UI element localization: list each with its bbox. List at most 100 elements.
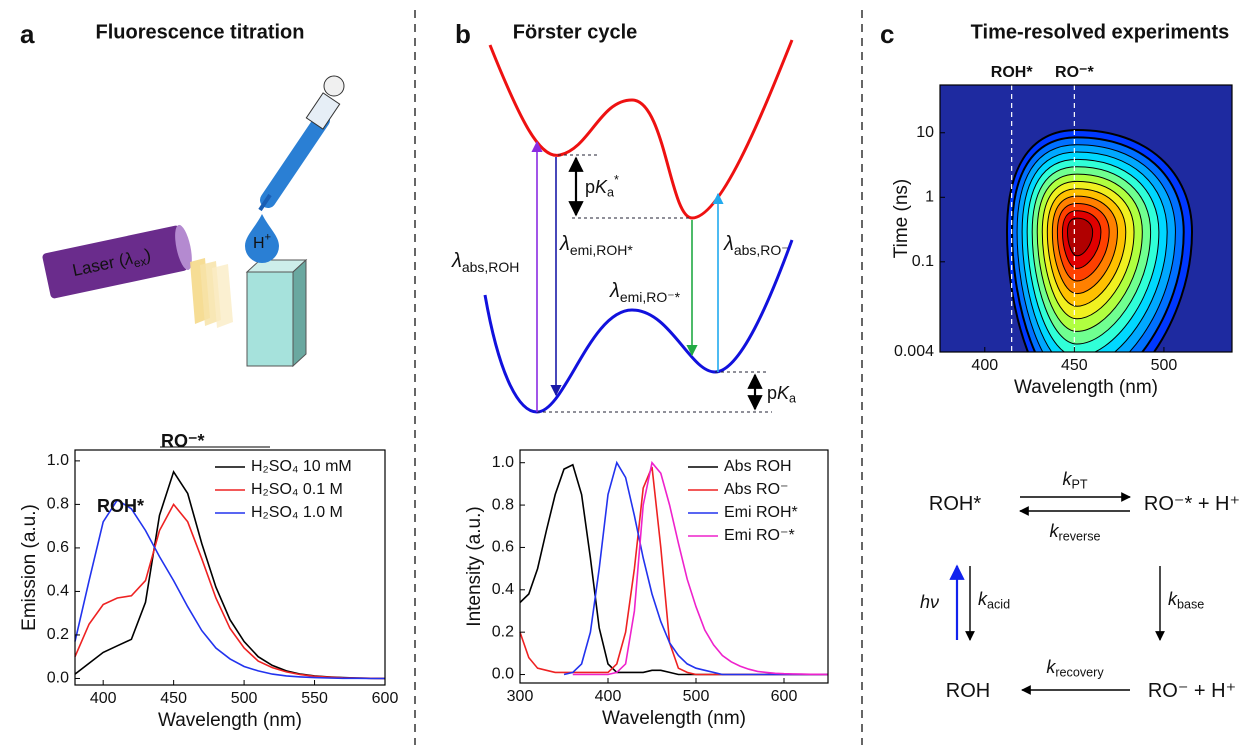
- dropper: [245, 75, 345, 263]
- panel-title: Time-resolved experiments: [971, 21, 1230, 43]
- y-tick-label: 0.4: [492, 581, 514, 598]
- label-part: RO⁻ + H⁺: [1148, 680, 1236, 702]
- x-tick-label: 600: [771, 688, 798, 705]
- transition-label: λemi,ROH*: [559, 233, 633, 257]
- label-part: k: [1046, 657, 1056, 677]
- y-tick-label: 0.2: [47, 626, 69, 643]
- label-part: +: [265, 232, 272, 244]
- y-tick-label: 0.0: [47, 670, 69, 687]
- label-part: ROH*: [929, 493, 981, 515]
- y-axis-label: Time (ns): [891, 179, 912, 259]
- plot-frame: [74, 449, 386, 686]
- plot-frame: [519, 449, 829, 684]
- label-part: p: [767, 383, 777, 403]
- label-part: λ: [723, 233, 734, 255]
- x-tick-label: 300: [507, 688, 534, 705]
- y-tick-label: 1: [925, 189, 934, 206]
- y-axis-label: Emission (a.u.): [19, 504, 40, 631]
- legend-label: H₂SO₄ 10 mM: [251, 458, 352, 475]
- label-part: abs,ROH: [462, 259, 520, 275]
- ground-state-curve: [483, 239, 794, 414]
- legend-label: Abs RO⁻: [724, 481, 788, 498]
- label-part: ): [143, 245, 152, 265]
- contour-level: [1066, 217, 1094, 257]
- label-part: k: [1168, 589, 1178, 609]
- x-tick-label: 450: [160, 690, 187, 707]
- label-part: k: [1050, 521, 1060, 541]
- y-tick-label: 0.8: [47, 496, 69, 513]
- x-tick-label: 450: [1061, 357, 1088, 374]
- legend-label: Emi RO⁻*: [724, 527, 795, 544]
- panel-label: c: [880, 19, 894, 49]
- legend-label: Abs ROH: [724, 458, 792, 475]
- annotation-bg: [157, 432, 209, 444]
- rate-constant: kacid: [978, 589, 1010, 612]
- label-part: k: [978, 589, 988, 609]
- y-tick-label: 1.0: [492, 454, 514, 471]
- label-part: k: [1062, 469, 1072, 489]
- label-part: abs,RO⁻: [734, 242, 789, 258]
- x-axis-label: Wavelength (nm): [158, 710, 302, 731]
- label-part: K: [777, 383, 790, 403]
- pka-label: pKa*: [585, 173, 619, 200]
- y-tick-label: 1.0: [47, 452, 69, 469]
- legend-label: H₂SO₄ 0.1 M: [251, 481, 343, 498]
- x-tick-label: 550: [301, 690, 328, 707]
- label-part: λ: [122, 249, 135, 270]
- label-part: ROH: [946, 680, 990, 702]
- label-part: λ: [609, 280, 620, 302]
- label-part: λ: [451, 250, 462, 272]
- y-tick-label: 0.1: [912, 253, 934, 270]
- label-part: λ: [559, 233, 570, 255]
- marker-label: ROH*: [991, 64, 1034, 81]
- label-part: a: [789, 392, 796, 406]
- x-tick-label: 600: [372, 690, 399, 707]
- annotation: ROH*: [97, 496, 144, 516]
- y-axis-label: Intensity (a.u.): [464, 506, 485, 626]
- y-tick-label: 0.6: [492, 539, 514, 556]
- label-part: emi,ROH*: [570, 242, 634, 258]
- data-line: [74, 498, 385, 680]
- label-part: PT: [1071, 478, 1087, 492]
- proton-label: H+: [253, 232, 271, 253]
- label-part: p: [585, 177, 595, 197]
- rate-constant: krecovery: [1046, 657, 1104, 680]
- species: RO⁻* + H⁺: [1144, 493, 1240, 515]
- legend-label: Emi ROH*: [724, 504, 798, 521]
- panel-label: a: [20, 19, 35, 49]
- panel-title: Fluorescence titration: [96, 21, 305, 43]
- x-axis-label: Wavelength (nm): [1014, 377, 1158, 398]
- species: ROH: [946, 680, 990, 702]
- panel-label: b: [455, 19, 471, 49]
- label-part: a: [607, 186, 614, 200]
- y-tick-label: 0.6: [47, 539, 69, 556]
- label-part: hν: [920, 592, 939, 612]
- label-part: ex: [132, 254, 147, 270]
- label-part: H: [253, 235, 265, 252]
- excited-state-curve: [488, 39, 794, 220]
- x-tick-label: 500: [683, 688, 710, 705]
- species: RO⁻ + H⁺: [1148, 680, 1236, 702]
- x-tick-label: 400: [90, 690, 117, 707]
- y-tick-label: 0.4: [47, 583, 69, 600]
- y-tick-label: 10: [916, 124, 934, 141]
- laser-beam: [190, 258, 233, 328]
- label-part: recovery: [1055, 666, 1104, 680]
- x-axis-label: Wavelength (nm): [602, 708, 746, 729]
- label-part: RO⁻* + H⁺: [1144, 493, 1240, 515]
- y-tick-label: 0.2: [492, 623, 514, 640]
- transition-label: λabs,RO⁻: [723, 233, 789, 257]
- label-part: K: [595, 177, 608, 197]
- level-lines: [537, 154, 772, 413]
- rate-constant: kbase: [1168, 589, 1204, 612]
- y-tick-label: 0.8: [492, 496, 514, 513]
- rate-constant: kPT: [1062, 469, 1087, 492]
- transition-label: λemi,RO⁻*: [609, 280, 681, 304]
- label-part: base: [1177, 598, 1204, 612]
- data-line: [572, 460, 829, 676]
- photon-label: hν: [920, 592, 939, 612]
- laser: [42, 224, 192, 299]
- scheme-arrows: [965, 492, 1165, 695]
- plot-frame: [939, 84, 1233, 353]
